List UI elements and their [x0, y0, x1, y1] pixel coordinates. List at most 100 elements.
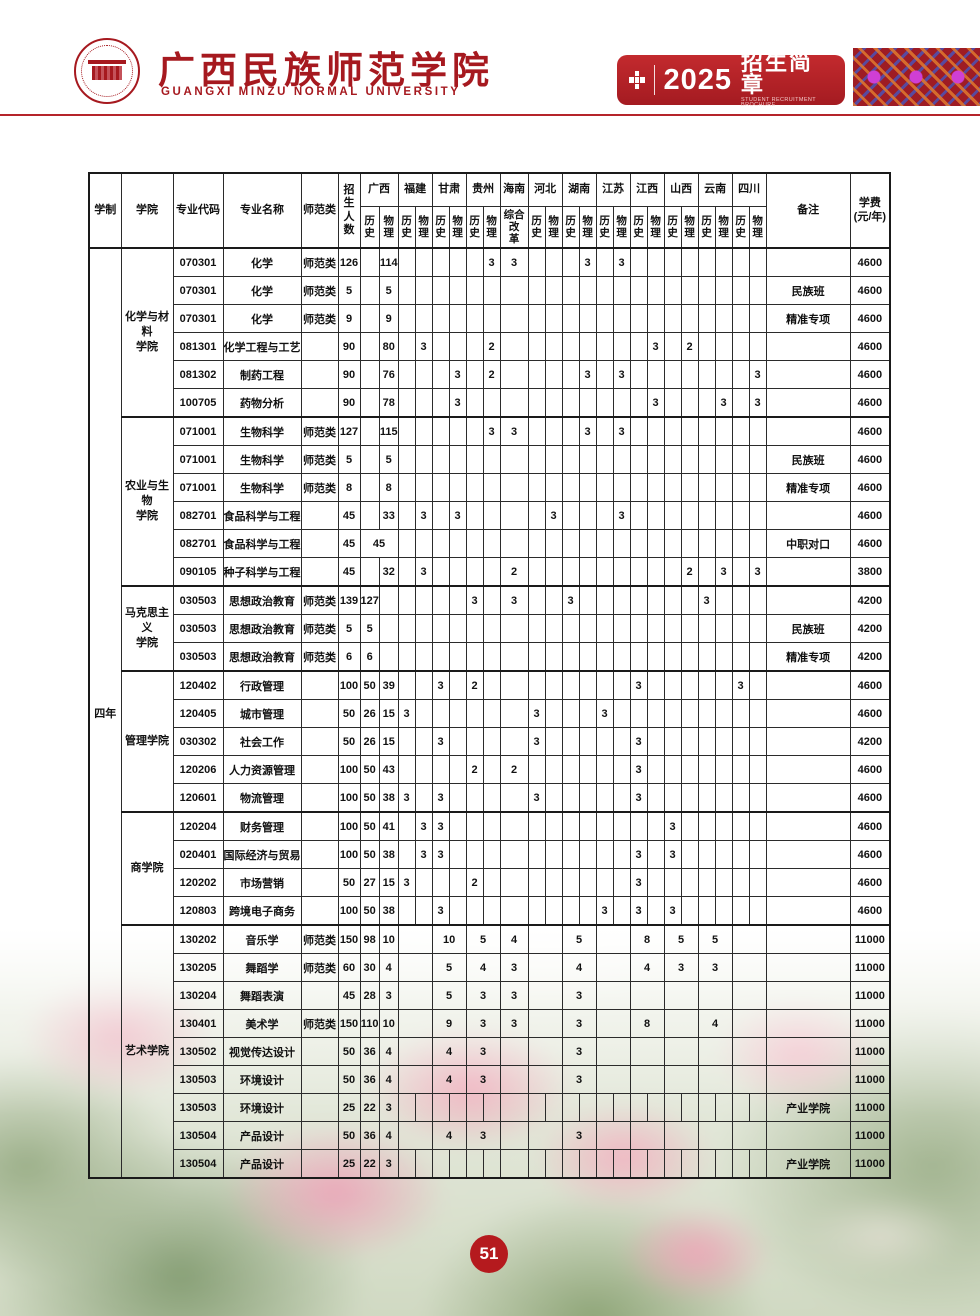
province-value-cell: 4 [431, 1065, 467, 1094]
province-value-cell [697, 1121, 733, 1150]
province-value-cell [680, 416, 699, 446]
province-value-cell [527, 1093, 546, 1122]
province-value-cell [465, 501, 484, 530]
province-value-cell [561, 670, 580, 700]
province-value-cell: 3 [414, 811, 433, 841]
province-value-cell [431, 304, 450, 333]
remark-cell: 中职对口 [765, 529, 851, 558]
province-value-cell [663, 276, 682, 305]
province-value-cell: 3 [629, 755, 648, 784]
remark-cell [765, 811, 851, 841]
province-value-cell [561, 868, 580, 897]
province-value-cell: 50 [359, 811, 380, 841]
major-name-cell: 社会工作 [222, 727, 302, 756]
province-value-cell [578, 473, 597, 502]
province-value-cell [448, 1149, 467, 1179]
province-value-cell: 45 [359, 529, 399, 558]
province-value-cell [731, 276, 750, 305]
tuition-cell: 4600 [849, 896, 891, 926]
province-value-cell: 3 [465, 1065, 501, 1094]
province-value-cell [448, 276, 467, 305]
province-value-cell: 36 [359, 1037, 380, 1066]
province-value-cell [731, 811, 750, 841]
province-value-cell [561, 1149, 580, 1179]
major-code-cell: 030302 [172, 727, 224, 756]
college-cell: 艺术学院 [120, 924, 174, 1179]
province-value-cell [697, 360, 716, 389]
tuition-cell: 4600 [849, 783, 891, 813]
province-value-cell [646, 416, 665, 446]
province-value-cell [414, 727, 433, 756]
tuition-cell: 4600 [849, 276, 891, 305]
province-value-cell: 3 [629, 670, 648, 700]
province-value-cell [499, 614, 529, 643]
remark-cell [765, 1037, 851, 1066]
tuition-cell: 4600 [849, 670, 891, 700]
province-value-cell [465, 445, 484, 474]
province-value-cell [414, 416, 433, 446]
province-value-cell [482, 755, 501, 784]
province-value-cell [731, 1093, 750, 1122]
province-value-cell [482, 614, 501, 643]
province-value-cell [397, 585, 416, 615]
province-value-cell [544, 868, 563, 897]
province-value-cell: 3 [731, 670, 750, 700]
province-value-cell [629, 811, 648, 841]
province-value-cell [663, 783, 682, 813]
province-value-cell: 5 [431, 981, 467, 1010]
province-value-cell [697, 896, 716, 926]
province-value-cell [431, 585, 450, 615]
tuition-cell: 11000 [849, 1149, 891, 1179]
province-value-cell [448, 614, 467, 643]
province-value-cell [431, 868, 450, 897]
plan-row: 130504 产品设计 50 36 4 4 3 3 11000 [89, 1121, 891, 1150]
province-value-cell [663, 445, 682, 474]
province-value-cell [544, 445, 563, 474]
province-value-cell: 3 [482, 247, 501, 277]
column-header: 专业代码 [172, 172, 224, 249]
province-value-cell [629, 388, 648, 418]
province-value-cell [544, 896, 563, 926]
college-cell: 管理学院 [120, 670, 174, 813]
province-value-cell [731, 642, 750, 672]
major-code-cell: 130502 [172, 1037, 224, 1066]
province-value-cell: 3 [378, 1093, 399, 1122]
normal-type-cell [300, 868, 339, 897]
province-value-cell: 5 [378, 276, 399, 305]
province-value-cell [527, 445, 546, 474]
province-value-cell [465, 557, 484, 587]
province-value-cell [663, 557, 682, 587]
plan-row: 082701 食品科学与工程 45 45 中职对口 4600 [89, 529, 891, 558]
province-value-cell [680, 276, 699, 305]
province-value-cell [448, 699, 467, 728]
province-value-cell: 10 [378, 924, 399, 954]
enrollment-total-cell: 50 [337, 1065, 361, 1094]
tuition-cell: 4600 [849, 755, 891, 784]
province-value-cell [465, 332, 484, 361]
province-value-cell: 30 [359, 953, 380, 982]
province-value-cell [448, 445, 467, 474]
province-value-cell [499, 1037, 529, 1066]
province-value-cell [629, 557, 648, 587]
subject-subheader: 历史 [595, 206, 614, 249]
province-value-cell [578, 445, 597, 474]
province-value-cell [748, 445, 767, 474]
province-value-cell [663, 868, 682, 897]
major-code-cell: 071001 [172, 473, 224, 502]
province-value-cell [544, 699, 563, 728]
province-value-cell: 3 [378, 1149, 399, 1179]
province-value-cell [465, 699, 484, 728]
duration-cell: 四年 [88, 247, 122, 1179]
province-value-cell [544, 783, 563, 813]
province-value-cell [465, 783, 484, 813]
province-value-cell [482, 699, 501, 728]
remark-cell: 产业学院 [765, 1149, 851, 1179]
province-value-cell [482, 670, 501, 700]
province-value-cell [448, 896, 467, 926]
province-header: 江苏 [595, 172, 631, 207]
province-value-cell: 3 [714, 388, 733, 418]
province-value-cell: 10 [431, 924, 467, 954]
province-value-cell [499, 670, 529, 700]
normal-type-cell: 师范类 [300, 445, 339, 474]
province-value-cell: 15 [378, 727, 399, 756]
